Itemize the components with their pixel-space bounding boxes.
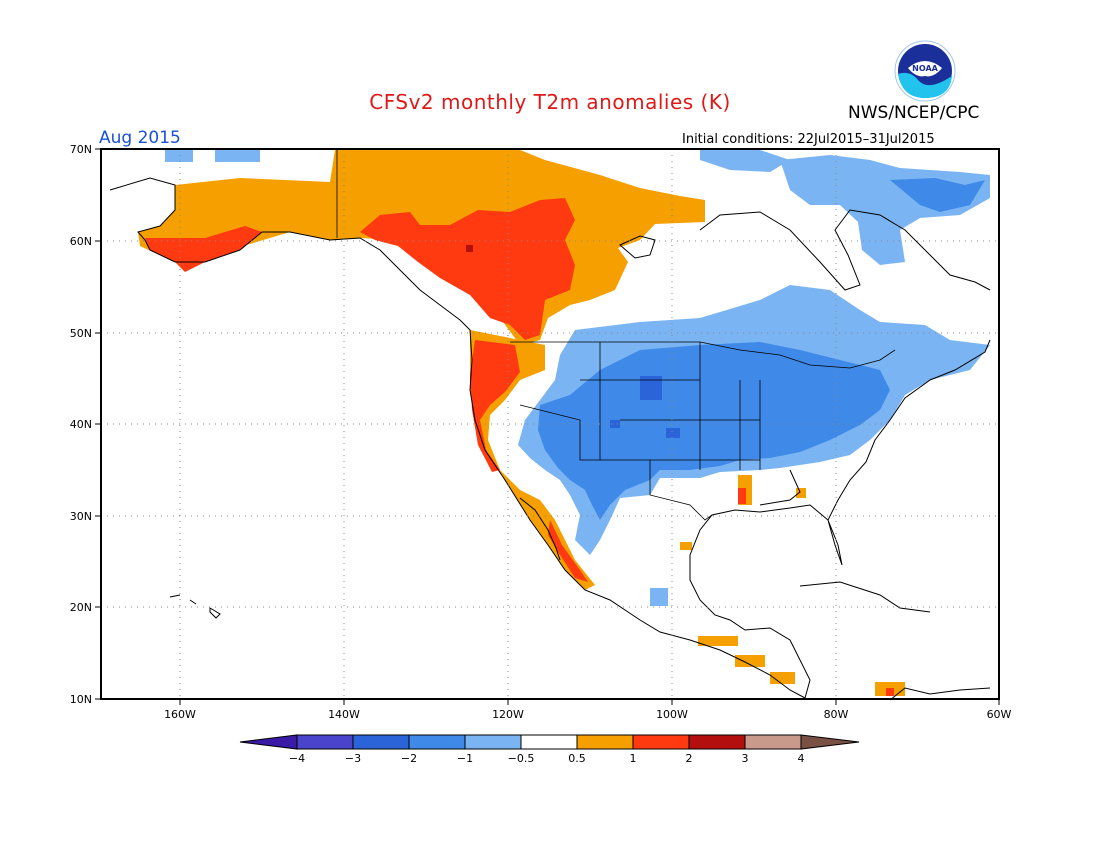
colorbar-tick-label: −4	[289, 752, 305, 765]
cool-anomaly-region	[700, 150, 790, 172]
colorbar-swatch	[408, 734, 466, 750]
forecast-month: Aug 2015	[99, 128, 181, 148]
colorbar-swatch	[520, 734, 578, 750]
hot-anomaly-region	[145, 226, 262, 272]
lon-label: 60W	[987, 708, 1012, 721]
colorbar-swatch	[296, 734, 354, 750]
hot-anomaly-region	[738, 488, 746, 504]
colorbar-swatch	[576, 734, 634, 750]
longitude-labels: 160W 140W 120W 100W 80W 60W	[164, 708, 1011, 721]
logo-text: NOAA	[912, 64, 938, 73]
colorbar-tick-label: −3	[345, 752, 361, 765]
lat-label: 70N	[70, 143, 92, 156]
lon-label: 80W	[824, 708, 849, 721]
lat-label: 60N	[70, 235, 92, 248]
lat-label: 40N	[70, 418, 92, 431]
warm-anomaly-region	[680, 542, 692, 550]
map-panel	[95, 148, 1000, 705]
warm-anomaly-region	[770, 672, 795, 684]
colorbar-tick-label: 4	[798, 752, 805, 765]
colorbar-swatch	[352, 734, 410, 750]
warm-anomaly-region	[735, 655, 765, 667]
hot-anomaly-region	[470, 340, 520, 472]
initial-conditions: Initial conditions: 22Jul2015–31Jul2015	[682, 132, 935, 147]
colorbar-tick-label: 2	[686, 752, 693, 765]
extreme-warm-cell	[466, 245, 473, 252]
lon-label: 120W	[492, 708, 524, 721]
color-bar	[239, 734, 860, 750]
colorbar-swatch	[464, 734, 522, 750]
colorbar-swatch	[688, 734, 746, 750]
cool-anomaly-region	[890, 178, 985, 212]
lat-label: 20N	[70, 601, 92, 614]
colorbar-swatch	[744, 734, 802, 750]
colorbar-tick-label: 0.5	[568, 752, 586, 765]
warm-anomaly-region	[215, 150, 260, 162]
colorbar-end-arrow-low	[239, 734, 298, 750]
colorbar-tick-label: −0.5	[508, 752, 535, 765]
colorbar-swatch	[632, 734, 690, 750]
lon-label: 160W	[164, 708, 196, 721]
color-bar-labels: −4 −3 −2 −1 −0.5 0.5 1 2 3 4	[289, 752, 805, 765]
strong-cool-cell	[640, 376, 662, 400]
strong-cool-cell	[610, 420, 620, 428]
agency-label: NWS/NCEP/CPC	[848, 103, 980, 123]
lat-label: 10N	[70, 693, 92, 706]
warm-anomaly-region	[796, 488, 806, 498]
noaa-logo-icon: NOAA	[894, 40, 956, 102]
colorbar-tick-label: −2	[401, 752, 417, 765]
warm-anomaly-region	[165, 150, 193, 162]
colorbar-tick-label: −1	[457, 752, 473, 765]
lat-label: 50N	[70, 327, 92, 340]
lat-label: 30N	[70, 510, 92, 523]
colorbar-end-arrow-high	[800, 734, 860, 750]
chart-title: CFSv2 monthly T2m anomalies (K)	[369, 90, 731, 114]
strong-cool-cell	[666, 428, 680, 438]
hot-anomaly-region	[886, 688, 894, 696]
axis-ticks	[95, 148, 1000, 705]
latitude-labels: 70N 60N 50N 40N 30N 20N 10N	[70, 143, 92, 706]
cool-anomaly-region	[538, 342, 890, 520]
cool-anomaly-region	[650, 588, 668, 606]
political-borders	[336, 150, 896, 521]
colorbar-tick-label: 3	[742, 752, 749, 765]
colorbar-tick-label: 1	[630, 752, 637, 765]
lon-label: 140W	[328, 708, 360, 721]
hot-anomaly-region	[360, 198, 575, 340]
coastlines	[109, 177, 991, 701]
hot-anomaly-region	[548, 520, 588, 582]
warm-anomaly-region	[698, 636, 738, 646]
lon-label: 100W	[656, 708, 688, 721]
